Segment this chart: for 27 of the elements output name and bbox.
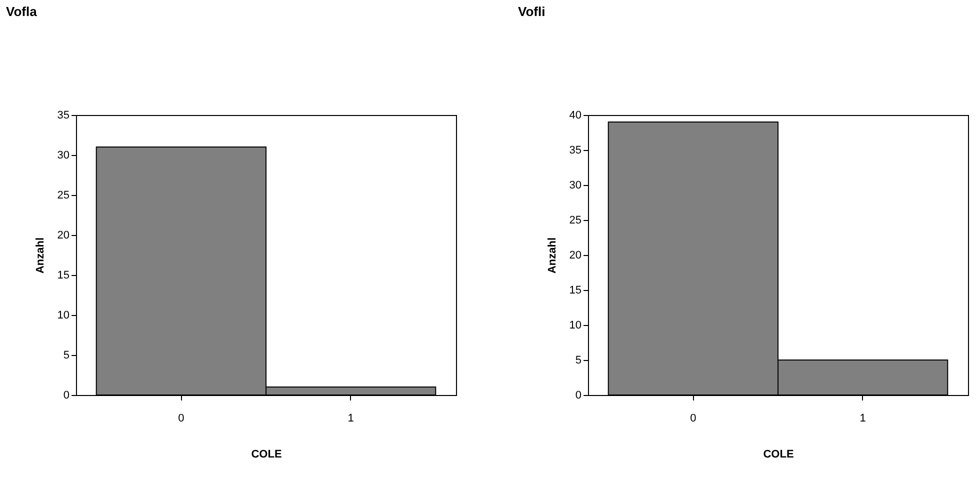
y-tick-label: 20	[57, 230, 70, 242]
y-tick-label: 30	[57, 150, 70, 162]
y-tick-label: 20	[569, 250, 582, 262]
y-tick-label: 30	[569, 180, 582, 192]
y-tick-label: 35	[57, 110, 70, 122]
y-tick-label: 35	[569, 144, 582, 156]
y-tick-label: 25	[569, 214, 582, 226]
y-tick-label: 15	[569, 284, 582, 296]
y-tick-label: 25	[57, 190, 70, 202]
y-tick-label: 0	[575, 390, 582, 402]
x-axis-title: COLE	[763, 448, 794, 460]
y-tick-label: 10	[569, 320, 582, 332]
y-tick-label: 0	[63, 390, 70, 402]
y-tick-label: 40	[569, 110, 582, 122]
y-tick-label: 15	[57, 270, 70, 282]
chart-title: Vofla	[6, 4, 38, 19]
y-tick-label: 5	[63, 350, 70, 362]
chart-title: Vofli	[518, 4, 546, 19]
x-tick-label: 0	[178, 412, 184, 424]
y-axis-title: Anzahl	[34, 237, 46, 274]
y-tick-label: 10	[57, 310, 70, 322]
x-tick-label: 1	[860, 412, 866, 424]
x-axis-title: COLE	[251, 448, 282, 460]
y-tick-label: 5	[575, 354, 582, 366]
y-axis-title: Anzahl	[546, 237, 558, 274]
x-tick-label: 1	[348, 412, 354, 424]
x-tick-label: 0	[690, 412, 696, 424]
